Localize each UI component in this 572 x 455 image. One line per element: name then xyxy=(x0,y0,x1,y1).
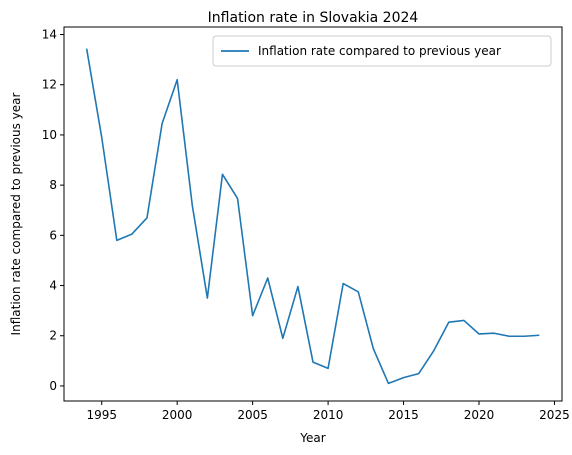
data-point xyxy=(448,321,450,323)
y-tick-label: 6 xyxy=(49,228,57,242)
data-point xyxy=(493,332,495,334)
data-point xyxy=(176,79,178,81)
y-tick-label: 2 xyxy=(49,329,57,343)
data-point xyxy=(101,136,103,138)
data-point xyxy=(403,377,405,379)
x-axis: 1995 2000 2005 2010 2015 2020 2025 xyxy=(86,401,570,422)
legend-label: Inflation rate compared to previous year xyxy=(258,44,501,58)
data-point xyxy=(538,334,540,336)
y-tick-label: 10 xyxy=(42,128,57,142)
y-tick-label: 8 xyxy=(49,178,57,192)
y-tick-label: 14 xyxy=(42,28,57,42)
x-tick-label: 1995 xyxy=(86,408,117,422)
x-axis-label: Year xyxy=(299,431,325,445)
data-point xyxy=(433,350,435,352)
data-point xyxy=(191,204,193,206)
x-tick-label: 2015 xyxy=(388,408,419,422)
data-point xyxy=(282,337,284,339)
data-point xyxy=(161,123,163,125)
x-tick-label: 2010 xyxy=(313,408,344,422)
series-line xyxy=(85,48,540,385)
y-tick-label: 0 xyxy=(49,379,57,393)
data-point xyxy=(146,217,148,219)
data-point xyxy=(267,277,269,279)
y-axis: 0 2 4 6 8 10 12 14 xyxy=(42,28,64,393)
x-tick-label: 2000 xyxy=(162,408,193,422)
data-point xyxy=(327,367,329,369)
data-point xyxy=(252,315,254,317)
chart-title: Inflation rate in Slovakia 2024 xyxy=(208,10,419,26)
data-point xyxy=(523,335,525,337)
x-tick-label: 2005 xyxy=(237,408,268,422)
legend: Inflation rate compared to previous year xyxy=(212,35,552,67)
data-point xyxy=(478,333,480,335)
data-point xyxy=(221,173,223,175)
data-point xyxy=(116,239,118,241)
data-point xyxy=(131,233,133,235)
data-point xyxy=(372,348,374,350)
data-point xyxy=(508,335,510,337)
data-point xyxy=(297,286,299,288)
y-tick-label: 4 xyxy=(49,279,57,293)
series-layer xyxy=(85,48,540,385)
data-point xyxy=(418,373,420,375)
plot-frame xyxy=(63,26,563,402)
x-tick-label: 2025 xyxy=(539,408,570,422)
data-point xyxy=(86,48,88,50)
data-point xyxy=(237,197,239,199)
data-point xyxy=(463,319,465,321)
data-point xyxy=(312,361,314,363)
y-axis-label: Inflation rate compared to previous year xyxy=(9,92,23,335)
data-point xyxy=(357,291,359,293)
data-point xyxy=(387,382,389,384)
legend-box xyxy=(212,35,552,67)
data-point xyxy=(342,283,344,285)
y-tick-label: 12 xyxy=(42,78,57,92)
data-point xyxy=(206,297,208,299)
x-tick-label: 2020 xyxy=(464,408,495,422)
